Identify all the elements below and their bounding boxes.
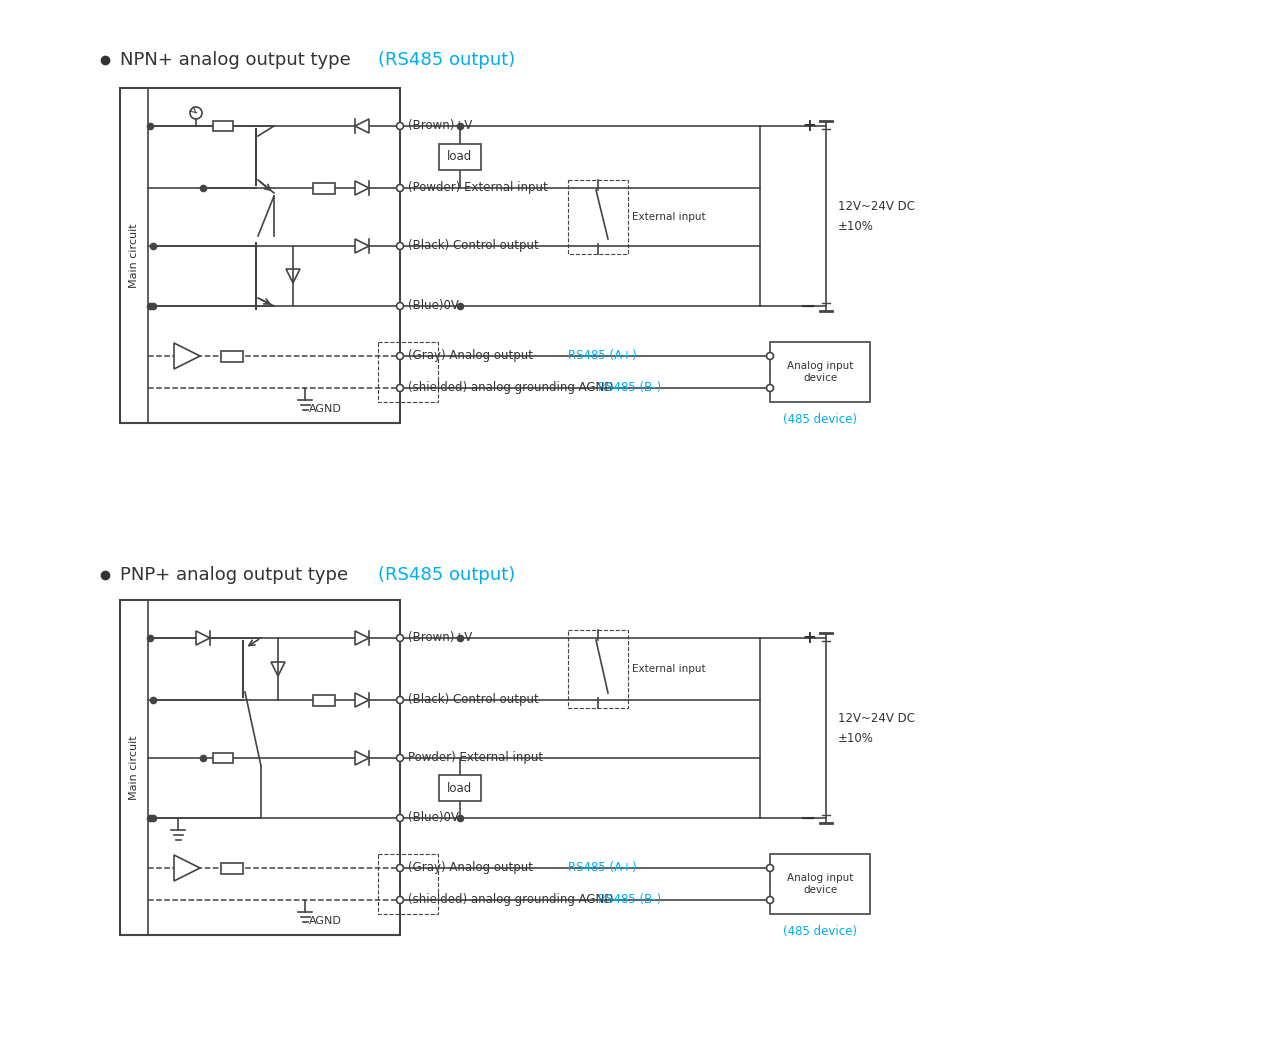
- Text: (Black) Control output: (Black) Control output: [409, 693, 539, 707]
- Polygon shape: [355, 119, 369, 133]
- Polygon shape: [355, 631, 369, 645]
- Text: −: −: [799, 808, 816, 827]
- Circle shape: [396, 185, 404, 191]
- Polygon shape: [175, 855, 200, 881]
- Text: (Brown)+V: (Brown)+V: [409, 631, 472, 645]
- Bar: [312, 694, 335, 706]
- Polygon shape: [355, 181, 369, 195]
- Text: Main circuit: Main circuit: [129, 224, 139, 288]
- Text: (shielded) analog grounding AGND: (shielded) analog grounding AGND: [409, 894, 621, 906]
- Circle shape: [396, 634, 404, 642]
- Text: Analog input
device: Analog input device: [787, 361, 853, 383]
- Text: (Black) Control output: (Black) Control output: [409, 239, 539, 252]
- Text: −: −: [799, 296, 816, 315]
- Text: (Gray) Analog output: (Gray) Analog output: [409, 861, 533, 875]
- Text: load: load: [448, 781, 473, 795]
- Text: +: +: [802, 629, 816, 647]
- Bar: [439, 775, 481, 801]
- Text: Powder) External input: Powder) External input: [409, 752, 543, 764]
- Circle shape: [396, 302, 404, 310]
- Polygon shape: [355, 693, 369, 707]
- Text: (Blue)0V: (Blue)0V: [409, 299, 459, 313]
- Text: External input: External input: [632, 664, 706, 674]
- Text: PNP+ analog output type: PNP+ analog output type: [120, 566, 366, 584]
- Polygon shape: [175, 343, 200, 369]
- Text: (shielded) analog grounding AGND: (shielded) analog grounding AGND: [409, 381, 621, 395]
- Bar: [770, 854, 870, 914]
- Circle shape: [767, 384, 773, 392]
- Text: (485 device): (485 device): [783, 413, 856, 426]
- Text: ±10%: ±10%: [837, 732, 874, 744]
- Bar: [213, 121, 233, 131]
- Text: RS485 (A+): RS485 (A+): [568, 350, 636, 362]
- Text: (Blue)0V: (Blue)0V: [409, 812, 459, 824]
- Circle shape: [767, 897, 773, 903]
- Text: External input: External input: [632, 212, 706, 222]
- Bar: [221, 351, 243, 361]
- Text: 12V~24V DC: 12V~24V DC: [837, 712, 915, 724]
- Text: (485 device): (485 device): [783, 925, 856, 938]
- Circle shape: [396, 897, 404, 903]
- Text: RS485 (B-): RS485 (B-): [598, 381, 662, 395]
- Polygon shape: [355, 751, 369, 765]
- Text: (Gray) Analog output: (Gray) Analog output: [409, 350, 533, 362]
- Text: Main circuit: Main circuit: [129, 735, 139, 800]
- Bar: [213, 753, 233, 763]
- Text: AGND: AGND: [309, 916, 342, 926]
- Circle shape: [396, 123, 404, 129]
- Bar: [312, 183, 335, 193]
- Text: +: +: [802, 117, 816, 135]
- Circle shape: [190, 107, 202, 119]
- Bar: [221, 862, 243, 874]
- Circle shape: [767, 353, 773, 359]
- Text: (RS485 output): (RS485 output): [378, 566, 515, 584]
- Bar: [120, 88, 400, 423]
- Text: Analog input
device: Analog input device: [787, 874, 853, 895]
- Polygon shape: [355, 239, 369, 253]
- Circle shape: [396, 815, 404, 821]
- Text: RS485 (B-): RS485 (B-): [598, 894, 662, 906]
- Text: 12V~24V DC: 12V~24V DC: [837, 200, 915, 212]
- Bar: [439, 144, 481, 170]
- Text: RS485 (A+): RS485 (A+): [568, 861, 636, 875]
- Circle shape: [396, 353, 404, 359]
- Text: (Brown)+V: (Brown)+V: [409, 120, 472, 132]
- Bar: [120, 600, 400, 934]
- Circle shape: [767, 864, 773, 872]
- Text: AGND: AGND: [309, 404, 342, 414]
- Polygon shape: [196, 631, 210, 645]
- Text: load: load: [448, 150, 473, 164]
- Circle shape: [396, 696, 404, 704]
- Circle shape: [396, 243, 404, 250]
- Circle shape: [396, 864, 404, 872]
- Text: ±10%: ±10%: [837, 219, 874, 232]
- Text: (RS485 output): (RS485 output): [378, 51, 515, 69]
- Bar: [770, 342, 870, 402]
- Text: (Powder) External input: (Powder) External input: [409, 182, 548, 194]
- Text: NPN+ analog output type: NPN+ analog output type: [120, 51, 368, 69]
- Circle shape: [396, 755, 404, 761]
- Circle shape: [396, 384, 404, 392]
